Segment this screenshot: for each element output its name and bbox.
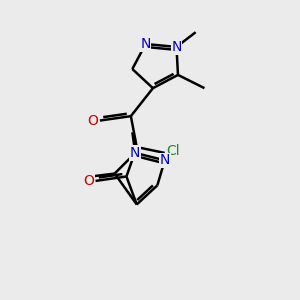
- Text: N: N: [140, 37, 151, 51]
- Text: N: N: [160, 153, 170, 167]
- Text: O: O: [88, 114, 98, 128]
- Text: N: N: [171, 40, 182, 54]
- Text: Cl: Cl: [166, 145, 180, 158]
- Text: N: N: [130, 146, 140, 160]
- Text: O: O: [83, 174, 94, 188]
